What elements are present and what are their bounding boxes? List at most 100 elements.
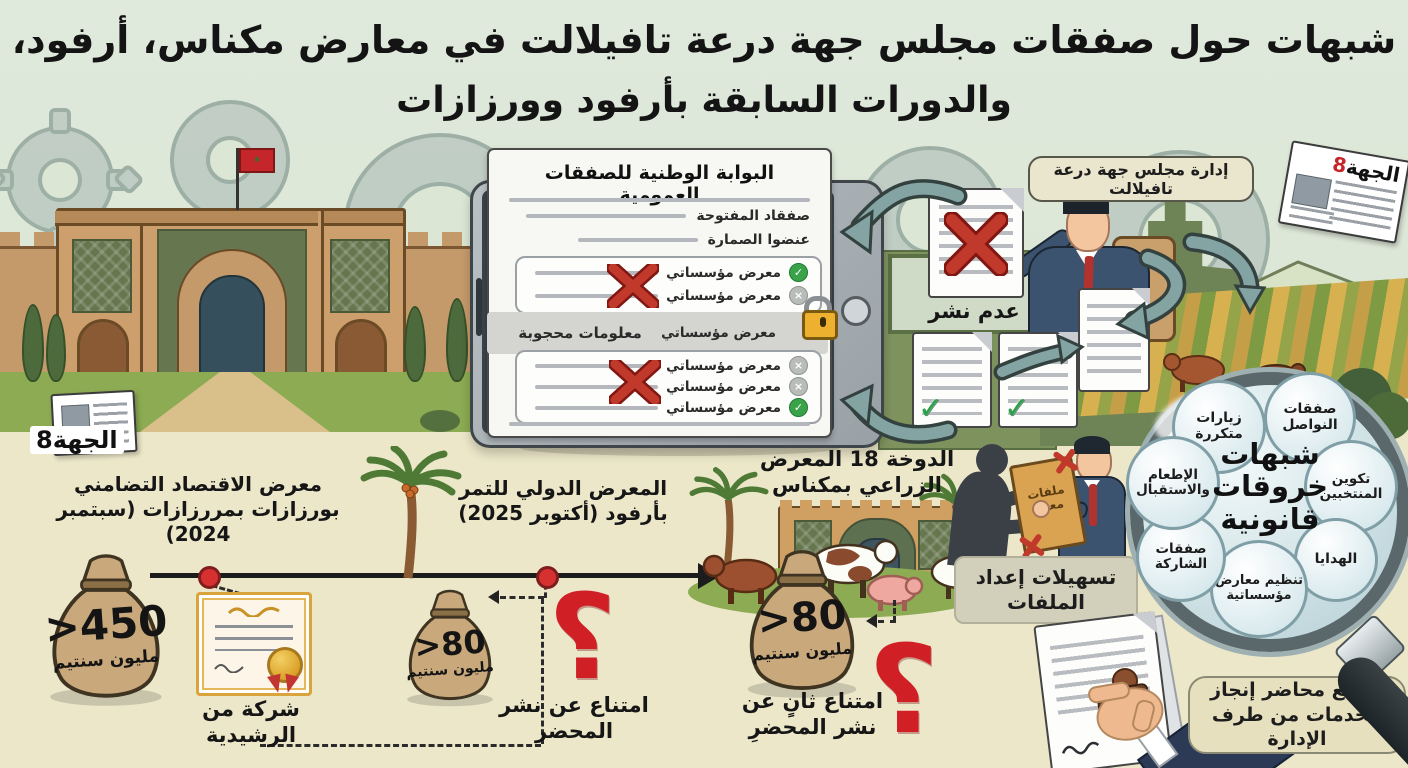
tablet-home-button[interactable] <box>841 296 871 326</box>
portal-row[interactable]: × معرض مؤسساتي <box>523 284 814 307</box>
money-bag <box>747 550 857 698</box>
newspaper-name: الجهة <box>1344 154 1402 188</box>
tower-cap <box>55 211 145 226</box>
admin-label: إدارة مجلس جهة درعة تافيلالت <box>1028 156 1254 202</box>
x-circle-icon: × <box>789 356 808 375</box>
gate-door <box>199 275 265 384</box>
dashed-connector <box>893 600 896 622</box>
receiver-hand <box>1032 500 1050 518</box>
certificate-lines <box>215 625 293 651</box>
question-mark: ؟ <box>548 568 617 706</box>
event1-amount: >450 <box>42 595 169 654</box>
bush <box>420 410 460 432</box>
flag-pole <box>236 148 239 210</box>
tower-cap <box>313 211 403 226</box>
dashed-connector <box>541 598 544 744</box>
portal-row-label[interactable]: معرض مؤسساتي <box>666 378 781 395</box>
timeline-dot <box>198 566 221 589</box>
dashed-arrowhead <box>488 590 499 604</box>
green-check-icon: ✓ <box>918 391 944 426</box>
no-publish-label: عدم نشر <box>928 299 1020 323</box>
portal-results-box2: × معرض مؤسساتي × معرض مؤسساتي ✓ معرض مؤس… <box>515 350 822 424</box>
portal-menu-row1[interactable]: صفقاد المفتوحة <box>495 208 824 224</box>
portal-results-box1: ✓ معرض مؤسساتي × معرض مؤسساتي <box>515 256 822 314</box>
moroccan-flag: ✶ <box>239 148 275 173</box>
portal-row-label[interactable]: معرض مؤسساتي <box>666 357 781 374</box>
event1-note: شركة من الرشيدية <box>202 697 300 748</box>
dashed-connector <box>260 744 541 747</box>
red-x-mark-icon <box>1053 448 1078 474</box>
page-fold <box>1132 611 1158 636</box>
shadow-figure-head <box>976 444 1008 476</box>
divider <box>509 422 810 426</box>
portal-menu1-label[interactable]: صفقاد المفتوحة <box>696 208 810 224</box>
text-lines <box>535 384 659 389</box>
portal-row[interactable]: × معرض مؤسساتي <box>523 376 814 397</box>
portal-row[interactable]: ✓ معرض مؤسساتي <box>523 261 814 284</box>
red-x-mark-icon <box>607 264 659 308</box>
suspicion-bubble[interactable]: الهدايا <box>1294 518 1378 602</box>
target-document <box>1078 288 1150 392</box>
check-circle-icon: ✓ <box>789 263 808 282</box>
timeline-dot <box>536 566 559 589</box>
question-mark: ؟ <box>868 619 939 761</box>
flag-star-icon: ✶ <box>252 154 262 166</box>
pig-icon <box>866 574 924 611</box>
money-bag <box>407 589 493 707</box>
receiver-hair <box>1074 436 1110 454</box>
dashed-arrowhead <box>866 614 877 628</box>
newspaper-lines <box>1328 180 1397 235</box>
event2-note: امتناع عن نشر المحضر <box>499 693 649 744</box>
portal-row-label[interactable]: معرض مؤسساتي <box>661 325 776 341</box>
suspicion-bubble[interactable]: صفقات الشاركة <box>1136 512 1226 602</box>
newspaper-edition: 8 <box>36 426 53 454</box>
newspaper-lines <box>93 402 129 428</box>
portal-row[interactable]: ✓ معرض مؤسساتي <box>523 397 814 418</box>
cypress-tree <box>404 306 426 382</box>
newspaper-photo <box>1291 173 1332 210</box>
lock-keyhole <box>820 317 826 327</box>
hidden-info-label: معلومات محجوبة <box>518 324 642 342</box>
stamp-label-text: توقيع محاضر إنجاز الخدمات من طرف الإدارة <box>1210 678 1384 751</box>
money-bag <box>50 554 162 706</box>
page-title-line1: شبهات حول صفقات مجلس جهة درعة تافيلالت ف… <box>11 18 1397 62</box>
gate-cap <box>140 211 318 226</box>
cow-icon <box>810 539 898 598</box>
tablet-slot <box>476 278 482 336</box>
stamped-sheet <box>1033 611 1173 768</box>
portal-row-label[interactable]: معرض مؤسساتي <box>666 399 781 416</box>
portal-locked-row[interactable]: معرض مؤسساتي معلومات محجوبة <box>487 296 838 354</box>
suspicion-bubble[interactable]: زيارات متكررة <box>1172 380 1266 474</box>
portal-row-label[interactable]: معرض مؤسساتي <box>666 264 781 281</box>
cypress-tree <box>22 304 44 382</box>
timeline-line <box>150 573 698 578</box>
newspaper-top-right: الجهة8 <box>1277 140 1408 244</box>
text-lines <box>535 270 659 275</box>
portal-menu2-label[interactable]: عنضوا الصمارة <box>707 232 810 248</box>
suspicion-bubble[interactable]: الإطعام والاستقبال <box>1126 436 1220 530</box>
gate-tower-right <box>313 208 406 387</box>
garden-path <box>140 372 330 432</box>
event3-note: امتناع ثانٍ عن نشر المحضرِ <box>741 689 884 740</box>
approved-document: ✓ <box>912 332 992 428</box>
crenellation <box>780 500 970 508</box>
green-check-icon: ✓ <box>1004 391 1030 426</box>
cow-icon <box>702 554 778 604</box>
handover-label-text: تسهيلات إعداد الملفات <box>975 565 1117 614</box>
portal-row-label[interactable]: معرض مؤسساتي <box>666 287 781 304</box>
text-lines <box>577 238 698 242</box>
portal-menu-row2[interactable]: عنضوا الصمارة <box>495 232 824 248</box>
palm-tree <box>360 446 462 579</box>
suspicion-bubble[interactable]: تنظيم معارض مؤسساتية <box>1210 540 1308 638</box>
event3-title: الدوخة 18 المعرض الزراعي بمكناس <box>759 447 955 498</box>
divider <box>509 198 810 202</box>
cypress-tree <box>446 298 468 382</box>
certificate-heading <box>227 606 280 617</box>
x-circle-icon: × <box>789 286 808 305</box>
approved-document: ✓ <box>998 332 1078 428</box>
portal-row[interactable]: × معرض مؤسساتي <box>523 355 814 376</box>
red-x-mark-icon <box>609 360 661 404</box>
red-x-mark-icon <box>1019 534 1045 559</box>
dashed-connector <box>878 620 896 623</box>
gold-seal-icon <box>267 647 303 683</box>
